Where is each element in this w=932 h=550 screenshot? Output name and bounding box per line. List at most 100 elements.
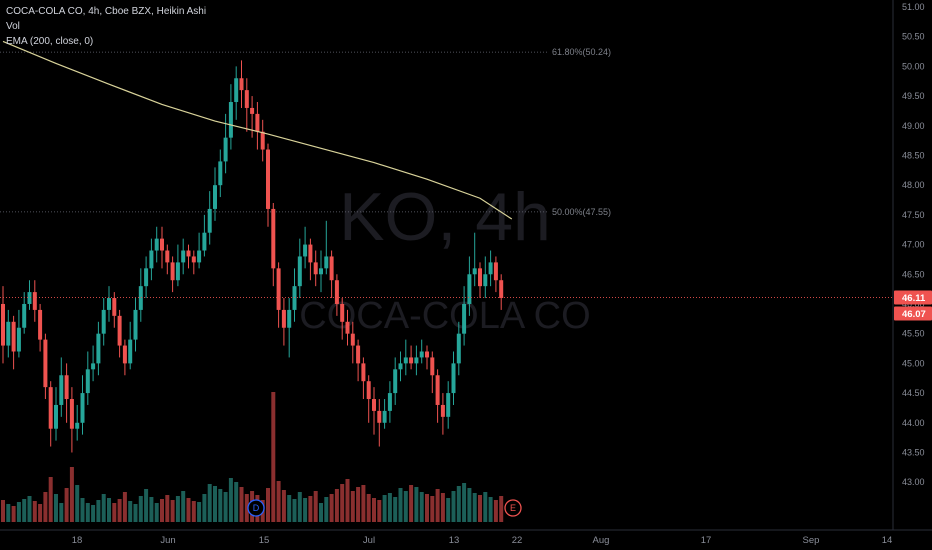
volume-bar (112, 503, 117, 522)
time-tick-label: 17 (701, 535, 712, 546)
volume-bar (80, 498, 85, 522)
candle-body (1, 303, 5, 346)
volume-bar (334, 489, 339, 522)
candle-body (244, 90, 249, 108)
price-tags: 46.11 46.07 (894, 290, 932, 321)
time-tick-label: 22 (512, 535, 523, 546)
candle-body (80, 393, 85, 423)
candle-body (250, 107, 255, 114)
time-tick-label: Jun (160, 535, 175, 546)
candle-body (409, 357, 414, 364)
legend-volume[interactable]: Vol (6, 21, 20, 32)
candle-body (191, 256, 196, 263)
volume-bar (472, 493, 477, 522)
candles (1, 60, 504, 453)
volume-bar (22, 499, 27, 522)
candle-body (287, 309, 292, 328)
candle-body (112, 298, 117, 316)
volume-bar (122, 492, 127, 522)
price-tag-label: 46.11 (902, 293, 926, 304)
price-tick-label: 44.50 (902, 388, 925, 398)
volume-bar (149, 497, 154, 522)
volume-bar (462, 483, 467, 522)
candle-body (313, 262, 318, 275)
volume-bar (435, 489, 440, 522)
volume-bar (366, 494, 371, 522)
candle-body (451, 363, 456, 394)
candle-body (382, 410, 387, 423)
candle-body (334, 280, 339, 304)
candle-body (38, 309, 43, 340)
candle-body (234, 78, 239, 103)
volume-bar (107, 498, 111, 522)
volume-bar (54, 494, 58, 522)
volume-bar (128, 501, 133, 522)
volume-bar (425, 494, 429, 522)
candle-body (27, 292, 32, 304)
ema-200-line (2, 40, 513, 220)
legend-ema[interactable]: EMA (200, close, 0) (6, 36, 94, 47)
candle-body (266, 149, 270, 209)
volume-bar (16, 502, 21, 522)
candle-body (69, 399, 74, 429)
price-tick-label: 48.50 (902, 150, 925, 160)
time-axis[interactable]: 18 Jun 15 Jul 13 22 Aug 17 Sep 14 (72, 535, 893, 546)
candle-body (16, 327, 21, 352)
event-marker-label: D (253, 503, 260, 513)
volume-bar (488, 497, 493, 522)
volume-bar (340, 484, 345, 522)
candle-body (207, 208, 212, 233)
volume-bar (271, 392, 276, 522)
volume-bar (186, 498, 191, 522)
volume-bar (324, 497, 329, 522)
price-tick-label: 49.50 (902, 91, 925, 101)
candle-body (425, 351, 429, 358)
volume-bar (6, 504, 11, 522)
candle-body (493, 262, 498, 281)
volume-bar (350, 491, 355, 522)
volume-bar (387, 493, 392, 522)
volume-bar (213, 486, 217, 522)
candle-body (48, 387, 53, 429)
candle-body (483, 274, 488, 287)
volume-bar (499, 496, 504, 522)
candle-body (160, 238, 164, 251)
candle-body (260, 131, 265, 150)
candle-body (462, 303, 467, 334)
candle-body (345, 321, 350, 334)
candle-body (117, 315, 122, 346)
volume-bar (175, 496, 180, 522)
volume-bar (59, 503, 64, 522)
volume-bar (446, 498, 451, 522)
candle-body (478, 268, 482, 287)
candle-body (154, 238, 159, 251)
candle-body (85, 369, 90, 394)
candle-body (239, 78, 244, 91)
price-tick-label: 43.00 (902, 477, 925, 487)
volume-bar (393, 497, 398, 522)
volume-bar (181, 491, 186, 522)
candle-body (350, 333, 355, 346)
volume-bar (91, 505, 96, 522)
candle-body (308, 244, 313, 263)
price-tag-label: 46.07 (902, 309, 926, 320)
volume-bar (451, 491, 456, 522)
candle-body (276, 268, 281, 310)
volume-bar (377, 500, 382, 522)
price-tick-label: 47.50 (902, 210, 925, 220)
volume-bar (117, 499, 122, 522)
volume-bar (223, 492, 228, 522)
candle-body (64, 375, 69, 400)
volume-bar (266, 488, 270, 522)
volume-bar (69, 467, 74, 522)
time-tick-label: 14 (882, 535, 893, 546)
price-tick-label: 47.00 (902, 240, 925, 250)
legend-symbol[interactable]: COCA-COLA CO, 4h, Cboe BZX, Heikin Ashi (6, 6, 207, 17)
event-marker (504, 499, 522, 517)
volume-bar (297, 492, 302, 522)
volume-bar (32, 501, 37, 522)
event-marker-label: E (510, 503, 516, 513)
volume-bar (361, 485, 366, 522)
